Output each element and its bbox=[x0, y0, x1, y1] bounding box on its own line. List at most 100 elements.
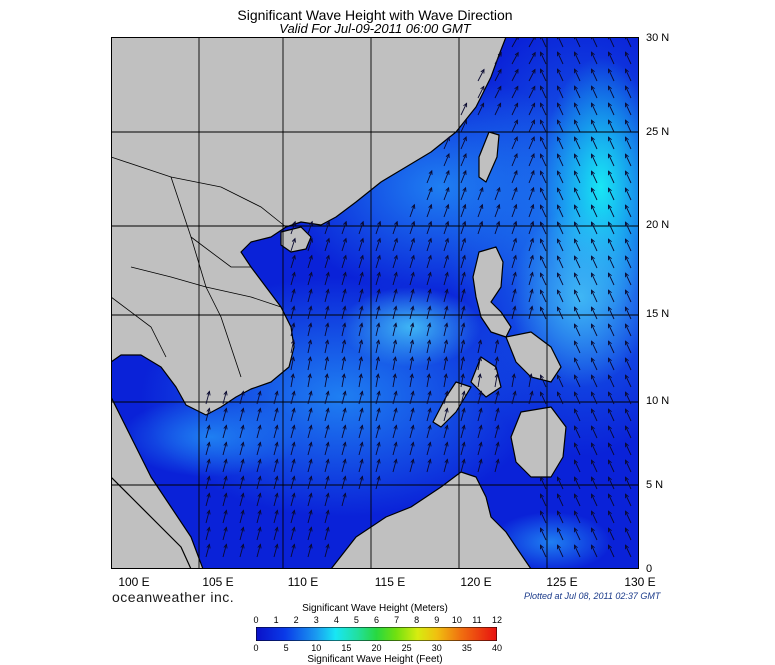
wave-arrow bbox=[608, 426, 615, 439]
wave-arrowhead bbox=[625, 459, 629, 465]
wave-arrowhead bbox=[608, 357, 612, 363]
wave-arrow bbox=[358, 408, 363, 422]
wave-arrow bbox=[307, 306, 312, 320]
wave-arrowhead bbox=[531, 68, 536, 74]
wave-arrowhead bbox=[308, 390, 313, 396]
wave-arrow bbox=[426, 306, 431, 320]
wave-arrowhead bbox=[411, 203, 416, 209]
wave-arrowhead bbox=[574, 238, 578, 244]
wave-arrowhead bbox=[591, 459, 595, 465]
lon-label: 125 E bbox=[546, 575, 578, 589]
wave-arrow bbox=[460, 272, 466, 286]
wave-arrowhead bbox=[608, 459, 612, 465]
wave-arrow bbox=[608, 460, 615, 473]
wave-arrowhead bbox=[497, 85, 502, 91]
wave-arrow bbox=[460, 425, 465, 439]
wave-arrowhead bbox=[325, 475, 330, 481]
wave-arrowhead bbox=[444, 407, 449, 413]
wave-arrow bbox=[426, 323, 431, 337]
wave-arrow bbox=[574, 324, 581, 337]
wave-arrowhead bbox=[410, 271, 415, 277]
wave-arrow bbox=[273, 476, 278, 490]
wave-arrow bbox=[290, 425, 295, 439]
wave-arrowhead bbox=[591, 476, 595, 482]
wave-arrowhead bbox=[444, 271, 449, 277]
wave-arrowhead bbox=[445, 186, 450, 192]
wave-arrow bbox=[494, 442, 499, 456]
wave-arrow bbox=[426, 459, 431, 473]
wave-map bbox=[111, 37, 639, 569]
wave-arrowhead bbox=[461, 305, 466, 311]
wave-arrow bbox=[574, 290, 581, 303]
lon-label: 100 E bbox=[118, 575, 150, 589]
wave-arrow bbox=[409, 204, 415, 218]
wave-arrow bbox=[511, 69, 519, 82]
wave-arrow bbox=[574, 205, 581, 218]
wave-arrowhead bbox=[257, 407, 262, 413]
wave-arrowhead bbox=[324, 339, 330, 345]
wave-arrowhead bbox=[223, 407, 228, 413]
wave-arrow bbox=[443, 408, 448, 422]
wave-arrow bbox=[341, 391, 346, 405]
wave-arrow bbox=[557, 545, 564, 558]
wave-arrow bbox=[290, 272, 296, 286]
wave-arrow bbox=[557, 205, 564, 218]
wave-arrowhead bbox=[427, 441, 432, 447]
wave-arrowhead bbox=[359, 288, 364, 294]
wave-arrow bbox=[528, 187, 535, 201]
wave-arrowhead bbox=[392, 339, 398, 345]
wave-arrowhead bbox=[591, 187, 595, 193]
wave-direction-arrows bbox=[205, 37, 632, 558]
wave-arrow bbox=[477, 391, 482, 405]
wave-arrowhead bbox=[342, 322, 347, 328]
wave-arrowhead bbox=[341, 356, 346, 362]
wave-arrow bbox=[290, 544, 295, 558]
wave-arrow bbox=[205, 510, 210, 524]
wave-arrowhead bbox=[574, 374, 578, 380]
wave-arrow bbox=[222, 408, 227, 422]
wave-arrow bbox=[625, 477, 632, 490]
wave-arrowhead bbox=[608, 323, 612, 329]
wave-arrowhead bbox=[257, 526, 262, 532]
wave-arrowhead bbox=[427, 254, 432, 260]
wave-arrowhead bbox=[625, 476, 629, 482]
wave-arrow bbox=[290, 391, 295, 405]
wave-arrowhead bbox=[291, 458, 296, 464]
wave-arrowhead bbox=[591, 136, 595, 142]
wave-arrowhead bbox=[591, 153, 595, 159]
wave-arrow bbox=[460, 323, 465, 337]
wave-arrow bbox=[375, 425, 380, 439]
wave-arrowhead bbox=[206, 543, 211, 549]
wave-arrow bbox=[324, 255, 330, 269]
wave-arrowhead bbox=[325, 509, 330, 515]
wave-arrow bbox=[426, 425, 431, 439]
wave-arrowhead bbox=[223, 441, 228, 447]
wave-arrow bbox=[256, 527, 261, 541]
wave-arrow bbox=[341, 221, 347, 235]
wave-arrowhead bbox=[494, 356, 499, 362]
wave-arrowhead bbox=[514, 119, 518, 125]
wave-arrowhead bbox=[574, 102, 578, 108]
wave-arrowhead bbox=[540, 527, 544, 533]
wave-arrowhead bbox=[427, 237, 432, 243]
wave-arrowhead bbox=[393, 254, 398, 260]
wave-arrow bbox=[205, 493, 210, 507]
wave-arrow bbox=[341, 408, 346, 422]
wave-arrowhead bbox=[540, 187, 544, 193]
wave-arrowhead bbox=[529, 254, 534, 260]
wave-arrow bbox=[222, 391, 227, 405]
wave-arrowhead bbox=[529, 271, 534, 277]
wave-arrow bbox=[392, 255, 398, 269]
wave-arrowhead bbox=[540, 391, 544, 397]
wave-arrow bbox=[307, 323, 312, 337]
wave-arrow bbox=[557, 511, 564, 524]
wave-arrow bbox=[608, 324, 615, 337]
wave-arrowhead bbox=[462, 203, 467, 209]
wave-arrowhead bbox=[359, 254, 364, 260]
wave-arrowhead bbox=[608, 374, 612, 380]
wave-arrow bbox=[608, 154, 615, 167]
wave-arrow bbox=[528, 238, 534, 252]
wave-arrow bbox=[625, 137, 632, 150]
wave-arrowhead bbox=[608, 170, 612, 176]
wave-arrowhead bbox=[557, 255, 561, 261]
